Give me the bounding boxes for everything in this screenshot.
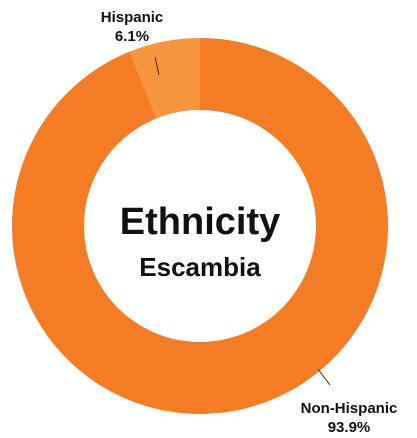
slice-label-non-hispanic: Non-Hispanic xyxy=(301,400,398,417)
chart-subtitle: Escambia xyxy=(139,252,261,282)
slice-hispanic xyxy=(129,38,200,119)
leader-line-hispanic xyxy=(154,56,160,76)
donut-slices xyxy=(11,38,388,415)
slice-label-hispanic: Hispanic xyxy=(101,9,164,26)
slice-non-hispanic xyxy=(11,38,388,415)
slice-value-non-hispanic: 93.9% xyxy=(328,419,371,436)
leader-line-non-hispanic xyxy=(317,368,331,386)
chart-title: Ethnicity xyxy=(120,201,280,243)
slice-value-hispanic: 6.1% xyxy=(115,28,149,45)
